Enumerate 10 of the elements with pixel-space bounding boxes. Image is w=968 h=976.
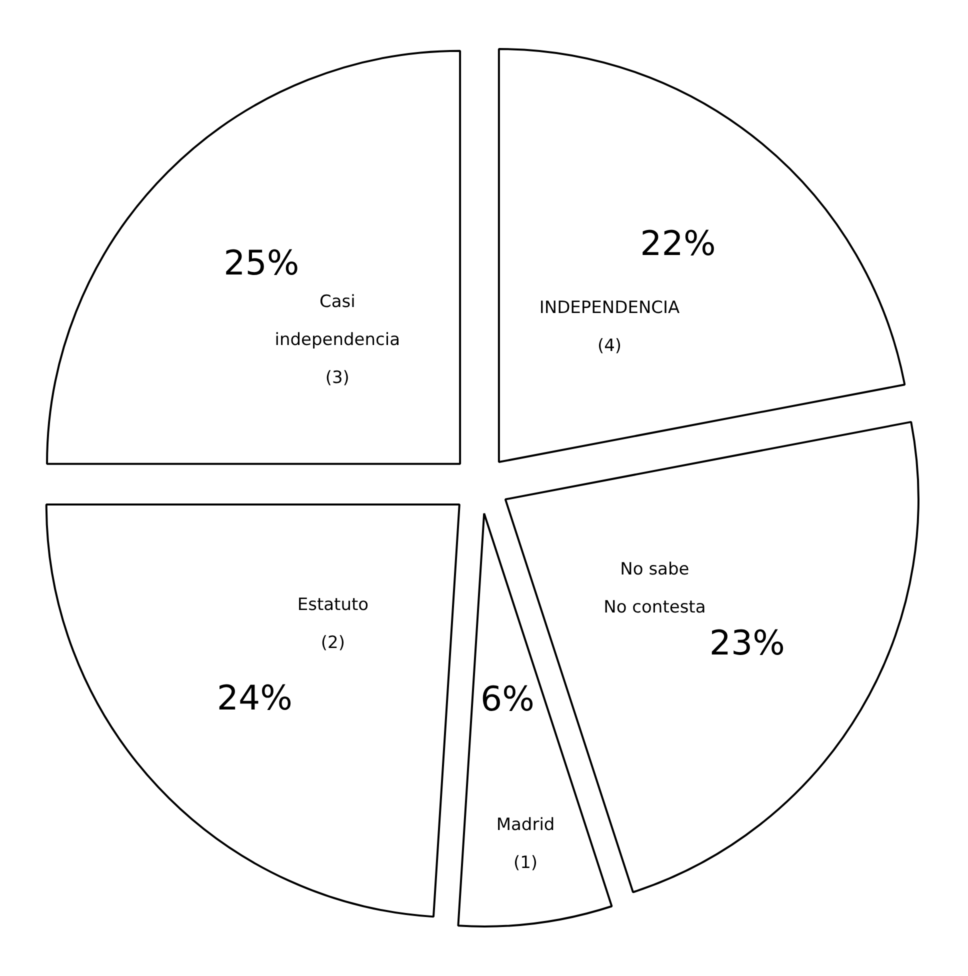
data-label: 6% bbox=[480, 679, 534, 720]
data-label: 25% bbox=[224, 244, 300, 284]
slice-label: INDEPENDENCIA (4) bbox=[539, 298, 680, 356]
slice-label: Madrid (1) bbox=[496, 815, 555, 874]
slice-label: Estatuto (2) bbox=[297, 595, 369, 654]
slice-label: Casi independencia (3) bbox=[274, 292, 400, 388]
data-label: 24% bbox=[216, 678, 292, 718]
data-label: 23% bbox=[709, 624, 785, 664]
slice-label: No sabe No contesta bbox=[604, 559, 706, 618]
data-label: 22% bbox=[640, 224, 716, 264]
